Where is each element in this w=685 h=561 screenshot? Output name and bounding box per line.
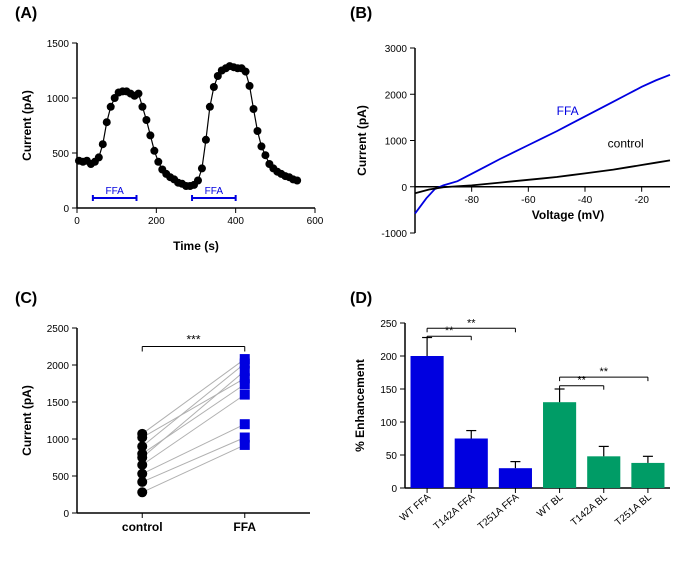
svg-text:**: **	[577, 375, 586, 387]
svg-text:-40: -40	[578, 195, 593, 206]
svg-text:Current (pA): Current (pA)	[20, 385, 34, 456]
svg-text:**: **	[445, 325, 454, 337]
svg-text:0: 0	[401, 183, 407, 194]
svg-text:100: 100	[380, 418, 397, 429]
svg-text:500: 500	[52, 472, 69, 483]
svg-text:2500: 2500	[47, 324, 70, 335]
svg-text:WT FFA: WT FFA	[398, 492, 433, 524]
svg-text:FFA: FFA	[557, 104, 579, 118]
svg-text:FFA: FFA	[205, 186, 224, 197]
panel-d-label: (D)	[350, 290, 680, 308]
svg-text:200: 200	[380, 352, 397, 363]
svg-text:0: 0	[391, 484, 397, 495]
panel-a-label: (A)	[15, 5, 325, 23]
svg-text:Current (pA): Current (pA)	[355, 105, 369, 176]
svg-text:Time (s): Time (s)	[173, 239, 219, 253]
svg-text:Current (pA): Current (pA)	[20, 90, 34, 161]
svg-text:2000: 2000	[47, 361, 70, 372]
svg-text:0: 0	[63, 204, 69, 215]
svg-text:T142A BL: T142A BL	[569, 492, 610, 529]
svg-text:600: 600	[307, 216, 324, 227]
svg-text:% Enhancement: % Enhancement	[353, 359, 367, 452]
svg-text:200: 200	[148, 216, 165, 227]
panel-c: (C) 0 500 1000 1500 2000 2500 control FFA Curren…	[15, 290, 325, 555]
panel-a: (A) 0 500 1000 1500 0 200 400 600 Time (s) Curren…	[15, 5, 325, 255]
panel-a-chart: 0 500 1000 1500 0 200 400 600 Time (s) Current (p…	[15, 23, 325, 253]
svg-text:0: 0	[74, 216, 80, 227]
svg-text:Voltage (mV): Voltage (mV)	[532, 208, 604, 222]
svg-text:control: control	[608, 136, 644, 150]
svg-text:WT BL: WT BL	[535, 492, 566, 520]
svg-text:**: **	[599, 366, 608, 378]
svg-text:T251A BL: T251A BL	[613, 492, 654, 529]
panel-c-label: (C)	[15, 290, 325, 308]
svg-text:1500: 1500	[47, 39, 70, 50]
svg-text:-1000: -1000	[381, 229, 407, 240]
panel-b: (B) -1000 0 1000 2000 3000 -80 -60 -40 -20 Voltag…	[350, 5, 680, 255]
svg-text:1000: 1000	[47, 94, 70, 105]
panel-d: (D) 050100150200250% EnhancementWT FFAT1…	[350, 290, 680, 555]
svg-text:T142A FFA: T142A FFA	[432, 492, 478, 533]
svg-text:-20: -20	[634, 195, 649, 206]
svg-text:1500: 1500	[47, 398, 70, 409]
svg-text:**: **	[467, 317, 476, 329]
svg-text:FFA: FFA	[233, 520, 256, 534]
svg-text:250: 250	[380, 319, 397, 330]
panel-b-label: (B)	[350, 5, 680, 23]
panel-b-chart: -1000 0 1000 2000 3000 -80 -60 -40 -20 Voltage (m…	[350, 23, 680, 253]
svg-text:50: 50	[386, 451, 398, 462]
svg-text:3000: 3000	[385, 44, 408, 55]
svg-text:2000: 2000	[385, 90, 408, 101]
svg-text:0: 0	[63, 509, 69, 520]
svg-text:150: 150	[380, 385, 397, 396]
svg-text:1000: 1000	[47, 435, 70, 446]
panel-c-chart: 0 500 1000 1500 2000 2500 control FFA Current (p…	[15, 308, 325, 553]
svg-text:-60: -60	[521, 195, 536, 206]
svg-text:***: ***	[186, 333, 200, 347]
svg-text:-80: -80	[464, 195, 479, 206]
svg-text:control: control	[122, 520, 163, 534]
panel-d-chart: 050100150200250% EnhancementWT FFAT142A …	[350, 308, 680, 553]
svg-text:400: 400	[227, 216, 244, 227]
svg-text:FFA: FFA	[106, 186, 125, 197]
svg-text:500: 500	[52, 149, 69, 160]
svg-text:1000: 1000	[385, 137, 408, 148]
svg-text:T251A FFA: T251A FFA	[476, 492, 522, 533]
